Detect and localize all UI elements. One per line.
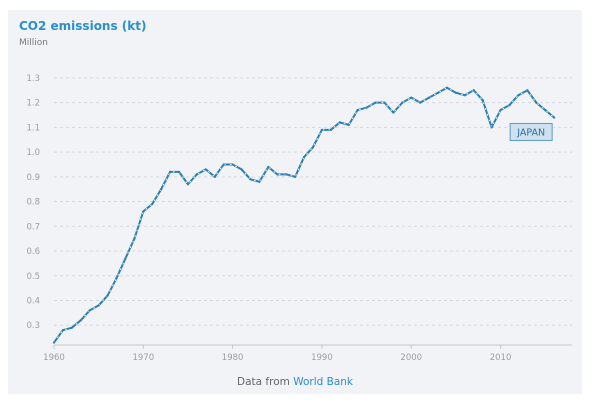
data-point	[553, 116, 556, 119]
data-point	[213, 175, 216, 178]
series-label-box	[509, 122, 553, 141]
data-point	[311, 146, 315, 149]
line-chart: 0.3 0.4 0.5 0.6 0.7 0.8 0.9 1.0 1.1 1.2 1.3 1960 197…	[26, 74, 572, 363]
data-point	[195, 173, 198, 176]
data-point	[142, 210, 145, 213]
data-point	[186, 183, 190, 186]
data-point	[329, 128, 332, 131]
y-tick-label: 1.3	[26, 74, 40, 84]
data-point	[285, 173, 288, 176]
data-point	[517, 94, 520, 97]
data-point	[356, 108, 359, 112]
y-tick-label: 0.6	[26, 247, 40, 257]
data-point	[115, 277, 118, 280]
y-tick-label: 0.9	[26, 173, 40, 183]
data-point	[445, 86, 449, 89]
data-point	[526, 89, 529, 92]
data-point	[481, 99, 484, 102]
data-point	[544, 108, 547, 112]
series-line	[53, 86, 556, 344]
data-point	[151, 202, 154, 206]
y-tick-label: 0.3	[26, 321, 40, 331]
data-point	[79, 319, 82, 322]
x-tick-label: 1990	[311, 353, 333, 363]
source-note: Data from World Bank	[8, 376, 582, 388]
data-point	[133, 237, 136, 240]
series-line-dots	[53, 87, 555, 343]
data-point	[258, 180, 261, 183]
data-point	[249, 178, 252, 181]
data-point	[347, 123, 350, 126]
chart-subtitle: Million	[19, 38, 48, 48]
data-point	[70, 326, 73, 329]
data-point	[499, 108, 502, 112]
data-point	[401, 101, 404, 104]
data-point	[454, 91, 457, 94]
series-label: JAPAN	[516, 127, 545, 138]
y-tick-label: 1.2	[26, 99, 40, 109]
data-point	[463, 94, 466, 97]
world-bank-link[interactable]: World Bank	[293, 376, 353, 388]
data-point	[204, 168, 207, 171]
data-point	[374, 101, 377, 104]
data-point	[88, 309, 91, 312]
data-point	[338, 121, 341, 124]
data-point	[294, 175, 297, 178]
chart-title: CO2 emissions (kt)	[19, 19, 147, 33]
data-point	[124, 257, 127, 260]
data-point	[61, 329, 65, 332]
data-point	[177, 170, 181, 173]
x-tick-label: 1980	[222, 353, 244, 363]
data-point	[240, 168, 243, 171]
data-point	[392, 111, 395, 114]
data-point	[365, 106, 368, 109]
data-point	[302, 155, 306, 159]
data-point	[106, 294, 109, 297]
data-point	[276, 173, 279, 176]
data-point	[169, 170, 172, 173]
x-tick-label: 1970	[132, 353, 154, 363]
source-prefix: Data from	[237, 376, 294, 388]
data-point	[383, 101, 386, 104]
data-point	[267, 165, 270, 169]
y-tick-label: 0.5	[26, 272, 40, 282]
chart-panel: CO2 emissions (kt) Million 0.3 0.4 0.5 0.6 0…	[8, 10, 582, 394]
data-point	[508, 103, 511, 107]
x-tick-label: 2010	[490, 353, 512, 363]
data-point	[436, 91, 440, 94]
data-point	[222, 163, 225, 166]
data-point	[231, 163, 234, 166]
data-point	[320, 128, 324, 131]
data-point	[472, 89, 475, 92]
data-point	[535, 101, 538, 104]
data-point	[419, 101, 422, 104]
data-point	[160, 188, 163, 191]
data-point	[410, 96, 413, 99]
y-tick-label: 0.7	[26, 222, 40, 232]
y-tick-label: 0.4	[26, 296, 40, 306]
y-tick-label: 1.0	[26, 148, 40, 158]
x-tick-label: 2000	[400, 353, 422, 363]
data-point	[428, 96, 431, 99]
data-point	[97, 304, 100, 307]
x-tick-label: 1960	[43, 353, 65, 363]
data-point	[52, 341, 56, 344]
y-tick-label: 0.8	[26, 198, 40, 208]
y-tick-label: 1.1	[26, 123, 40, 133]
data-point	[490, 126, 493, 129]
